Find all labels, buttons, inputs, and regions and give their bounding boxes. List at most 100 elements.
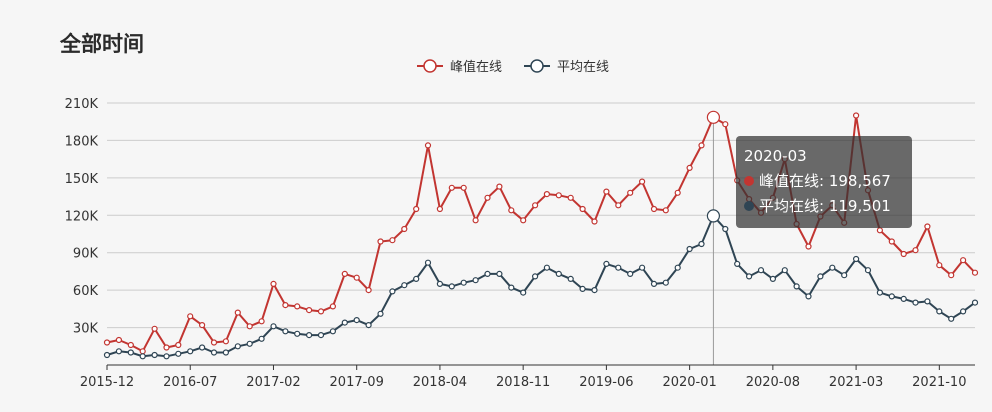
x-tick-label: 2018-04 [413, 375, 467, 390]
data-point [912, 299, 919, 306]
data-point [472, 217, 479, 224]
data-point [175, 350, 182, 357]
data-point [484, 270, 491, 277]
data-point [555, 270, 562, 277]
data-point [187, 313, 194, 320]
data-point [531, 202, 539, 209]
data-point [579, 205, 586, 213]
data-point [674, 264, 681, 271]
data-point [936, 262, 943, 269]
data-point [127, 341, 134, 349]
data-point [959, 257, 967, 264]
data-point [852, 112, 860, 119]
data-point [103, 351, 111, 359]
data-point [389, 288, 396, 295]
data-point [579, 285, 586, 292]
data-point [543, 191, 551, 198]
data-point [793, 283, 800, 290]
tooltip-avg-marker [744, 200, 754, 211]
data-point [270, 280, 277, 287]
tooltip-peak-marker [744, 175, 754, 186]
x-tick-label: 2020-08 [746, 375, 800, 390]
y-tick-label: 180K [65, 134, 99, 149]
data-point [757, 267, 765, 274]
data-point [567, 194, 574, 201]
data-point [686, 245, 693, 253]
data-point [722, 121, 729, 128]
data-point [115, 336, 123, 344]
data-point [876, 227, 884, 234]
data-point [484, 194, 491, 201]
tooltip-avg-value: 平均在线: 119,501 [759, 197, 891, 215]
data-point [210, 339, 218, 346]
data-point [306, 332, 313, 339]
data-point [591, 218, 598, 225]
data-point [448, 184, 455, 191]
data-point [329, 328, 336, 335]
data-point [706, 110, 721, 124]
data-point [615, 264, 622, 271]
data-point [234, 343, 241, 350]
data-point [948, 315, 955, 322]
legend-circle-icon [423, 59, 437, 73]
data-point [127, 349, 134, 356]
x-tick-label: 2016-07 [163, 375, 217, 390]
data-point [520, 217, 527, 224]
data-point [353, 317, 360, 324]
data-point [199, 344, 206, 351]
legend-item-peak[interactable]: 峰值在线 [417, 59, 502, 75]
data-point [496, 183, 503, 190]
data-point [294, 330, 301, 337]
data-point [638, 178, 646, 185]
data-point [603, 188, 610, 195]
data-point [603, 260, 610, 267]
y-tick-label: 210K [65, 97, 99, 112]
data-point [662, 279, 669, 286]
legend-item-avg[interactable]: 平均在线 [524, 59, 609, 75]
data-point [948, 272, 955, 279]
data-point [424, 259, 432, 266]
data-point [436, 280, 443, 287]
data-point [615, 202, 622, 209]
data-point [472, 277, 479, 284]
data-point [329, 303, 336, 310]
data-point [686, 164, 693, 171]
data-point [175, 341, 182, 349]
data-point [805, 293, 812, 300]
y-tick-label: 90K [73, 247, 99, 262]
data-point [282, 302, 289, 309]
data-point [353, 274, 360, 281]
data-point [460, 184, 467, 191]
data-point [317, 332, 325, 339]
data-point [650, 205, 658, 213]
data-point [555, 192, 562, 199]
y-tick-label: 60K [73, 284, 99, 299]
data-point [698, 142, 705, 149]
tooltip-peak-value: 峰值在线: 198,567 [759, 172, 891, 190]
data-point [508, 207, 515, 214]
data-point [413, 275, 420, 282]
legend-circle-icon [530, 59, 544, 73]
data-point [401, 225, 408, 233]
data-point [115, 348, 123, 355]
data-point [674, 189, 681, 196]
data-point [900, 295, 907, 302]
data-point [829, 264, 836, 271]
data-point [971, 269, 979, 276]
tooltip-date: 2020-03 [744, 147, 807, 165]
x-tick-label: 2017-09 [330, 375, 384, 390]
data-point [460, 279, 467, 286]
data-point [139, 353, 146, 360]
data-point [698, 240, 705, 248]
data-point [817, 273, 824, 280]
data-point [900, 250, 907, 258]
data-point [222, 338, 229, 345]
data-point [627, 270, 634, 277]
legend-label: 平均在线 [557, 60, 609, 75]
data-point [531, 273, 539, 280]
data-point [413, 205, 420, 213]
data-point [282, 328, 289, 335]
data-point [365, 287, 372, 294]
data-point [650, 280, 658, 287]
